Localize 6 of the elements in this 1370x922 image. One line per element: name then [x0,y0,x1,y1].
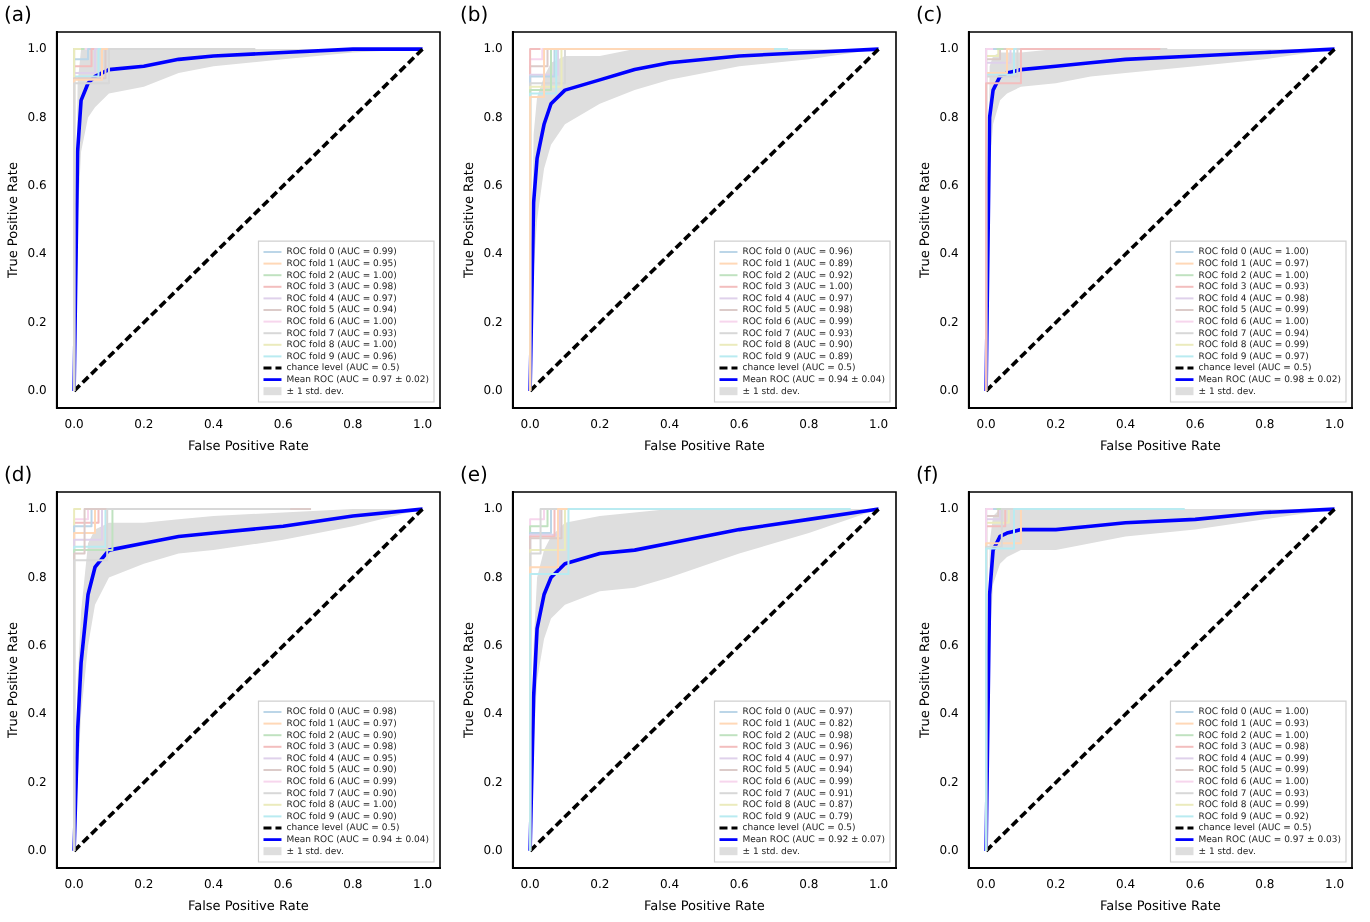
chart-title: (a) [4,5,33,28]
chart-title: (b) [460,5,489,28]
chart-title: (e) [460,465,489,488]
chart-title: (d) [4,465,33,488]
chart-title: (f) [916,465,939,488]
chart-title: (c) [916,5,943,28]
